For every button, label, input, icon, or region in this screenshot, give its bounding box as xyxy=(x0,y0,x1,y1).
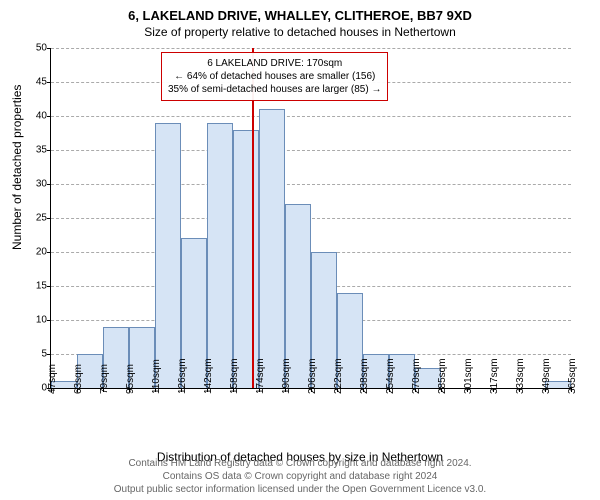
histogram-bar xyxy=(207,123,233,388)
y-tick-label: 10 xyxy=(25,315,51,326)
y-tick-label: 15 xyxy=(25,281,51,292)
x-tick-label: 270sqm xyxy=(411,358,422,394)
chart-title-main: 6, LAKELAND DRIVE, WHALLEY, CLITHEROE, B… xyxy=(0,0,600,23)
y-tick-label: 45 xyxy=(25,77,51,88)
y-tick-label: 25 xyxy=(25,213,51,224)
x-tick-label: 190sqm xyxy=(281,358,292,394)
y-axis-label: Number of detached properties xyxy=(10,85,24,250)
x-tick-label: 238sqm xyxy=(359,358,370,394)
x-tick-label: 333sqm xyxy=(515,358,526,394)
histogram-bar xyxy=(155,123,181,388)
x-tick-label: 63sqm xyxy=(73,364,84,394)
y-tick-label: 40 xyxy=(25,111,51,122)
y-tick-label: 30 xyxy=(25,179,51,190)
x-tick-label: 95sqm xyxy=(125,364,136,394)
annotation-line: 6 LAKELAND DRIVE: 170sqm xyxy=(168,57,381,70)
footer-line: Contains OS data © Crown copyright and d… xyxy=(0,470,600,483)
x-tick-label: 317sqm xyxy=(489,358,500,394)
x-tick-label: 158sqm xyxy=(229,358,240,394)
x-tick-label: 301sqm xyxy=(463,358,474,394)
x-tick-label: 142sqm xyxy=(203,358,214,394)
y-tick-label: 50 xyxy=(25,43,51,54)
chart-title-sub: Size of property relative to detached ho… xyxy=(0,23,600,43)
x-tick-label: 79sqm xyxy=(99,364,110,394)
x-tick-label: 110sqm xyxy=(151,359,162,394)
x-tick-label: 254sqm xyxy=(385,358,396,394)
x-tick-label: 222sqm xyxy=(333,358,344,394)
plot-area: 0510152025303540455047sqm63sqm79sqm95sqm… xyxy=(50,48,571,389)
gridline xyxy=(51,218,571,219)
x-tick-label: 285sqm xyxy=(437,358,448,394)
x-tick-label: 206sqm xyxy=(307,358,318,394)
footer-attribution: Contains HM Land Registry data © Crown c… xyxy=(0,457,600,496)
histogram-bar xyxy=(233,130,259,388)
footer-line: Contains HM Land Registry data © Crown c… xyxy=(0,457,600,470)
gridline xyxy=(51,150,571,151)
footer-line: Output public sector information license… xyxy=(0,483,600,496)
annotation-line: 35% of semi-detached houses are larger (… xyxy=(168,83,381,96)
histogram-bar xyxy=(259,109,285,388)
y-tick-label: 35 xyxy=(25,145,51,156)
gridline xyxy=(51,116,571,117)
gridline xyxy=(51,184,571,185)
annotation-line: ← 64% of detached houses are smaller (15… xyxy=(168,70,381,83)
x-tick-label: 126sqm xyxy=(177,358,188,394)
x-tick-label: 47sqm xyxy=(47,364,58,394)
gridline xyxy=(51,48,571,49)
x-tick-label: 349sqm xyxy=(541,358,552,394)
x-tick-label: 365sqm xyxy=(567,358,578,394)
chart-container: 6, LAKELAND DRIVE, WHALLEY, CLITHEROE, B… xyxy=(0,0,600,500)
annotation-box: 6 LAKELAND DRIVE: 170sqm← 64% of detache… xyxy=(161,52,388,101)
y-tick-label: 20 xyxy=(25,247,51,258)
y-tick-label: 5 xyxy=(25,349,51,360)
x-tick-label: 174sqm xyxy=(255,358,266,394)
